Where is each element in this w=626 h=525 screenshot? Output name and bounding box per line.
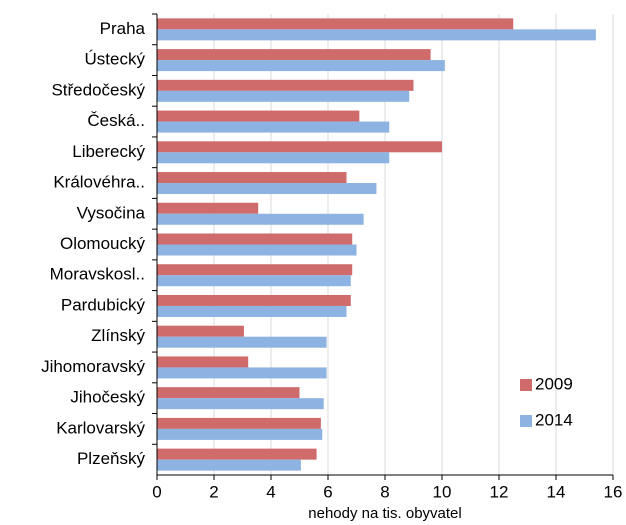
legend-swatch [520, 415, 532, 427]
bar [157, 398, 324, 410]
bar [157, 459, 301, 471]
x-tick-label: 8 [380, 482, 389, 501]
bar [157, 110, 360, 122]
bar [157, 294, 351, 306]
x-tick-label: 16 [604, 482, 623, 501]
bar [157, 264, 353, 276]
y-tick-label: Královéhra.. [53, 173, 145, 192]
bar [157, 60, 445, 72]
bar [157, 121, 390, 133]
x-tick-label: 0 [152, 482, 161, 501]
bar [157, 325, 244, 337]
bar [157, 141, 442, 153]
x-tick-label: 10 [433, 482, 452, 501]
x-tick-label: 6 [323, 482, 332, 501]
bar [157, 305, 347, 317]
bar [157, 29, 596, 41]
legend-swatch [520, 379, 532, 391]
y-tick-label: Praha [100, 19, 146, 38]
bar [157, 244, 357, 256]
bar [157, 172, 347, 184]
y-tick-label: Česká.. [87, 111, 145, 130]
x-tick-label: 2 [209, 482, 218, 501]
bar [157, 336, 327, 348]
bar [157, 18, 514, 30]
y-tick-label: Vysočina [77, 203, 146, 222]
bar [157, 202, 259, 214]
legend-label: 2014 [535, 410, 573, 429]
bar [157, 387, 300, 399]
legend-label: 2009 [535, 374, 573, 393]
y-tick-label: Plzeňský [77, 449, 146, 468]
bar [157, 367, 327, 379]
bar [157, 90, 410, 102]
bar [157, 417, 321, 429]
y-tick-label: Jihomoravský [41, 357, 145, 376]
x-tick-label: 4 [266, 482, 275, 501]
bar [157, 183, 377, 195]
y-tick-label: Karlovarský [56, 418, 145, 437]
y-tick-label: Moravskosl.. [50, 265, 145, 284]
bar [157, 213, 364, 225]
y-tick-label: Jihočeský [70, 388, 145, 407]
bar [157, 79, 414, 91]
bar [157, 275, 351, 287]
y-tick-label: Liberecký [72, 142, 145, 161]
y-tick-label: Zlínský [91, 326, 145, 345]
bar [157, 356, 249, 368]
bar [157, 233, 353, 245]
y-tick-label: Středočeský [51, 80, 145, 99]
bar [157, 428, 323, 440]
x-tick-label: 12 [490, 482, 509, 501]
bar [157, 152, 390, 164]
y-tick-label: Pardubický [61, 295, 146, 314]
bar [157, 448, 317, 460]
y-tick-label: Olomoucký [60, 234, 146, 253]
x-axis-title: nehody na tis. obyvatel [308, 505, 461, 522]
y-tick-label: Ústecký [85, 50, 146, 69]
bar [157, 49, 431, 61]
x-tick-label: 14 [547, 482, 566, 501]
